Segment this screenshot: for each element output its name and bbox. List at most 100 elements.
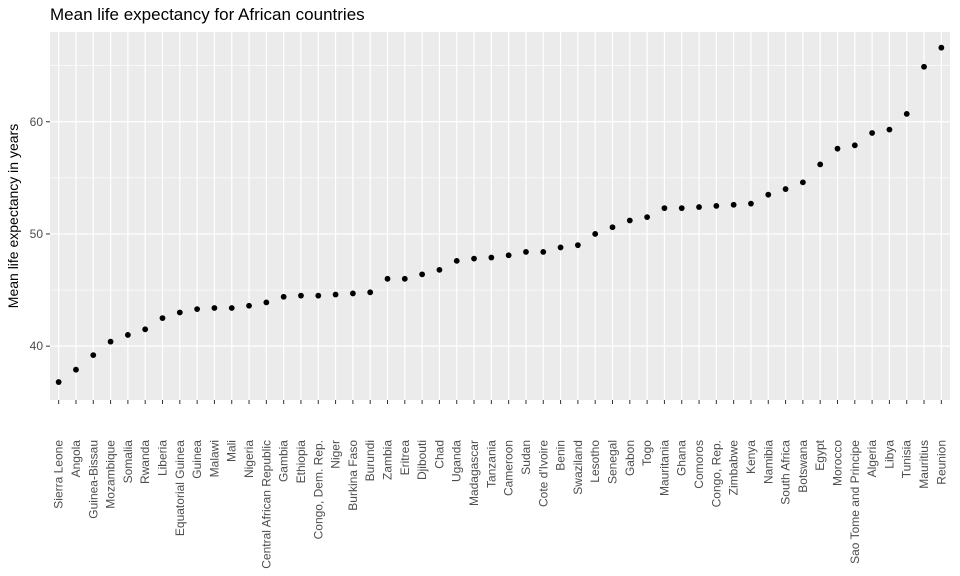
data-point [349, 290, 356, 297]
data-point [453, 257, 460, 264]
data-point [401, 275, 408, 282]
data-point [678, 205, 685, 212]
x-tick-label: Congo, Rep. [709, 440, 723, 507]
x-tick-label: Equatorial Guinea [173, 440, 187, 536]
x-tick-label: Ethiopia [294, 440, 308, 484]
x-tick-label: Angola [69, 440, 83, 478]
data-point [73, 366, 79, 373]
x-tick-label: Togo [640, 440, 654, 466]
data-point [523, 249, 529, 255]
x-tick-label: Sao Tome and Principe [848, 440, 862, 564]
data-point [228, 305, 235, 311]
x-tick-label: Malawi [207, 440, 221, 477]
y-tick-label: 40 [30, 339, 44, 353]
x-tick-label: Algeria [865, 440, 879, 478]
data-point [574, 242, 581, 249]
x-tick-label: Senegal [606, 440, 620, 484]
y-axis-title: Mean life expectancy in years [5, 124, 21, 308]
data-point [211, 305, 218, 311]
y-axis: 40 50 60 [30, 115, 50, 353]
y-tick-label: 50 [30, 227, 44, 241]
x-tick-label: Lesotho [588, 440, 602, 483]
x-tick-label: Libya [882, 440, 896, 469]
data-point [799, 179, 806, 186]
data-point [782, 186, 789, 192]
data-point [107, 338, 114, 345]
x-tick-label: Kenya [744, 440, 758, 474]
data-point [921, 63, 927, 70]
data-point [903, 111, 910, 117]
x-tick-label: Ghana [675, 440, 689, 476]
data-point [280, 293, 287, 300]
data-point [436, 266, 443, 273]
data-point [124, 332, 131, 338]
x-tick-label: Gabon [623, 440, 637, 476]
x-tick-label: Egypt [813, 439, 827, 470]
data-point [886, 126, 893, 133]
plot-panel [50, 32, 950, 400]
data-point [730, 201, 737, 208]
x-tick-label: Zambia [381, 440, 395, 480]
data-point [765, 191, 772, 198]
x-tick-label: Sierra Leone [52, 440, 66, 509]
data-point [505, 252, 512, 259]
x-tick-label: Comoros [692, 440, 706, 489]
data-point [90, 352, 97, 359]
data-point [817, 161, 824, 168]
data-point [834, 145, 841, 152]
data-point [419, 271, 426, 278]
data-point [626, 217, 633, 224]
data-point [263, 299, 270, 306]
data-point [367, 289, 374, 296]
major-gridlines [50, 32, 950, 400]
data-point [644, 214, 651, 221]
x-tick-label: Congo, Dem. Rep. [311, 440, 325, 539]
x-tick-label: Swaziland [571, 440, 585, 495]
data-point [713, 203, 720, 209]
data-point [471, 255, 477, 262]
data-point [194, 306, 201, 313]
x-tick-label: Mozambique [104, 440, 118, 509]
chart-title: Mean life expectancy for African countri… [50, 5, 365, 24]
data-point [938, 44, 945, 51]
x-tick-label: Madagascar [467, 440, 481, 506]
data-point [332, 291, 339, 298]
x-tick-label: South Africa [779, 440, 793, 505]
data-point [142, 326, 149, 333]
x-tick-label: Mauritania [657, 440, 671, 496]
x-tick-label: Djibouti [415, 440, 429, 480]
x-tick-label: Burundi [363, 440, 377, 481]
data-point [557, 244, 564, 251]
x-tick-label: Mauritius [917, 440, 931, 489]
x-tick-label: Cameroon [502, 440, 516, 496]
x-tick-label: Tanzania [484, 440, 498, 488]
x-tick-label: Rwanda [138, 440, 152, 484]
x-tick-label: Namibia [761, 440, 775, 484]
x-tick-label: Mali [225, 440, 239, 462]
x-tick-label: Uganda [450, 440, 464, 482]
x-tick-label: Chad [432, 440, 446, 469]
x-tick-label: Cote d'Ivoire [536, 440, 550, 507]
data-point [851, 142, 858, 149]
minor-gridlines [50, 65, 950, 291]
x-tick-label: Eritrea [398, 440, 412, 476]
data-point [176, 309, 183, 316]
x-tick-label: Benin [554, 440, 568, 471]
data-point [55, 379, 62, 385]
x-tick-label: Burkina Faso [346, 440, 360, 511]
x-tick-label: Niger [329, 440, 343, 469]
data-point [159, 315, 166, 321]
x-tick-label: Guinea-Bissau [86, 440, 100, 519]
x-tick-label: Tunisia [900, 440, 914, 479]
x-tick-label: Reunion [934, 440, 948, 485]
x-tick-label: Nigeria [242, 440, 256, 478]
data-point [488, 254, 495, 261]
x-tick-label: Somalia [121, 440, 135, 484]
x-tick-label: Gambia [277, 440, 291, 482]
x-tick-label: Central African Republic [259, 440, 273, 569]
data-point [592, 231, 599, 237]
x-tick-label: Morocco [831, 440, 845, 486]
data-point [315, 292, 322, 299]
x-tick-label: Guinea [190, 440, 204, 479]
